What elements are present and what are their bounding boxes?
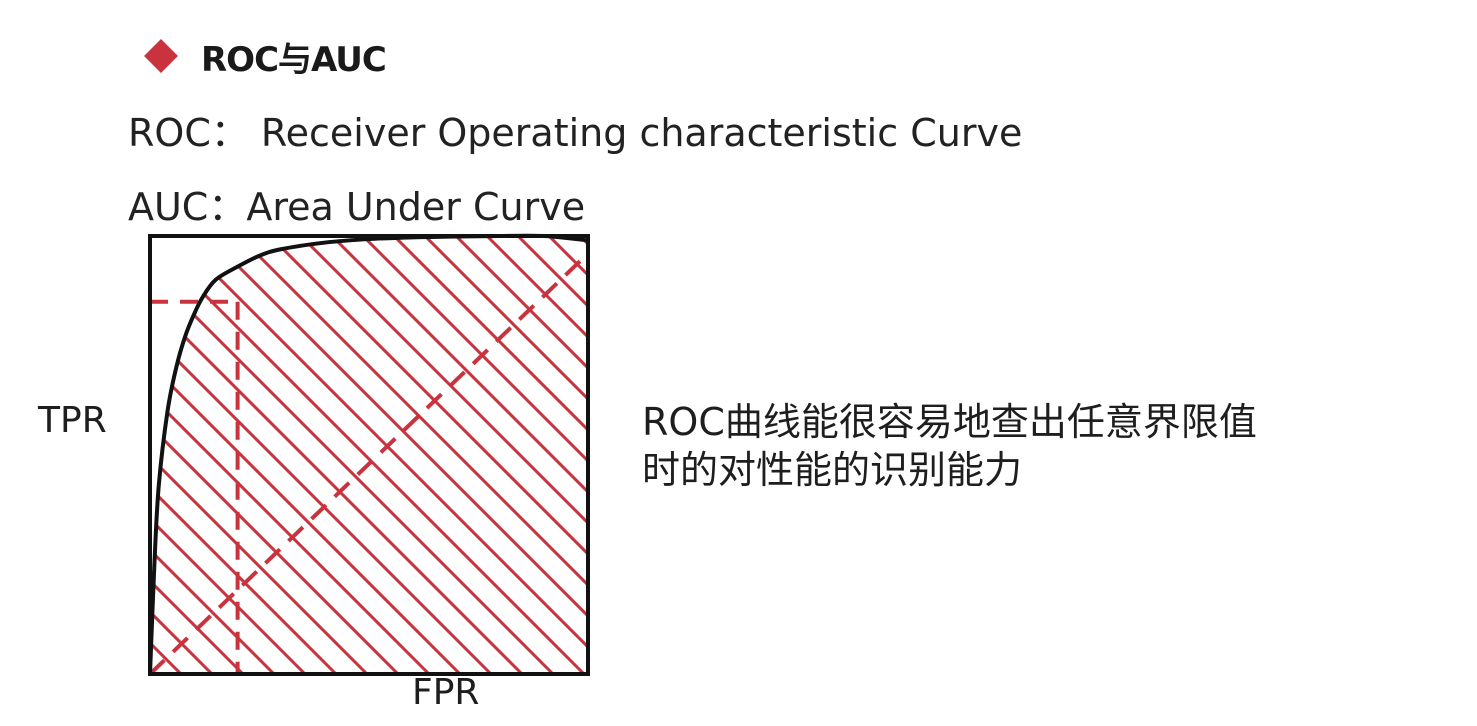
hatch-line <box>150 235 586 674</box>
random-classifier-line <box>148 252 590 676</box>
hatch-line <box>392 235 588 674</box>
hatch-line <box>150 235 307 674</box>
hatch-line <box>150 235 462 674</box>
x-axis-label: FPR <box>412 672 480 713</box>
hatch-line <box>206 235 588 674</box>
hatch-line <box>150 235 369 674</box>
hatch-line <box>150 235 152 674</box>
y-axis-label: TPR <box>38 400 107 441</box>
description-line-2: 时的对性能的识别能力 <box>642 448 1023 492</box>
description-line-1: ROC曲线能很容易地查出任意界限值 <box>642 400 1257 444</box>
hatch-line <box>423 235 588 674</box>
hatch-line <box>485 235 588 674</box>
hatch-line <box>175 235 588 674</box>
hatch-line <box>150 235 400 674</box>
hatch-line <box>150 235 276 674</box>
hatch-line <box>150 235 493 674</box>
plot-frame <box>148 234 590 676</box>
hatch-line <box>150 235 338 674</box>
hatch-line <box>268 235 588 674</box>
hatch-line <box>150 235 431 674</box>
heading-title: ROC与AUC <box>201 39 387 80</box>
hatch-line <box>361 235 588 674</box>
roc-description: ROC曲线能很容易地查出任意界限值 时的对性能的识别能力 <box>642 398 1342 494</box>
hatch-line <box>330 235 588 674</box>
section-heading: ROC与AUC <box>143 30 387 82</box>
hatch-line <box>237 235 588 674</box>
hatch-line <box>299 235 588 674</box>
auc-definition: AUC：Area Under Curve <box>128 185 586 229</box>
hatch-line <box>150 235 245 674</box>
roc-definition: ROC： Receiver Operating characteristic C… <box>128 111 1023 155</box>
